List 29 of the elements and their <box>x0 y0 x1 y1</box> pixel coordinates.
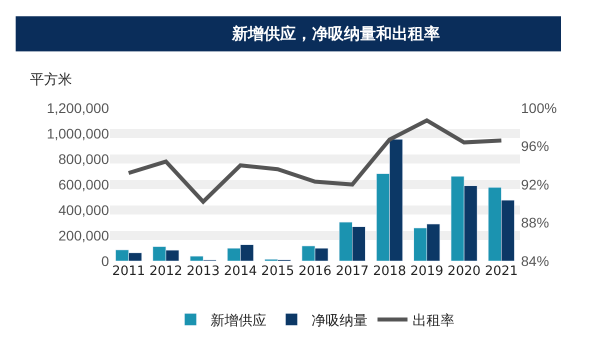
x-tick-label: 2020 <box>448 264 481 279</box>
chart-title: 新增供应，净吸纳量和出租率 <box>231 24 440 43</box>
x-tick-label: 2013 <box>186 264 220 279</box>
y-tick-label: 200,000 <box>58 227 110 244</box>
x-tick-label: 2015 <box>261 264 294 279</box>
x-tick-label: 2012 <box>149 264 182 279</box>
x-tick-label: 2016 <box>298 264 332 279</box>
y2-tick-label: 96% <box>521 138 550 154</box>
y-tick-label: 0 <box>101 252 110 269</box>
y-tick-label: 400,000 <box>58 202 110 218</box>
x-tick-label: 2011 <box>112 264 146 279</box>
y2-tick-label: 100% <box>521 100 557 116</box>
y2-tick-label: 88% <box>521 214 550 231</box>
legend-label: 出租率 <box>412 312 454 328</box>
legend-label: 新增供应 <box>210 312 266 328</box>
x-tick-label: 2014 <box>224 264 257 279</box>
y-axis-title: 平方米 <box>30 72 72 88</box>
y2-tick-label: 84% <box>521 252 550 269</box>
y-tick-label: 1,200,000 <box>46 100 110 116</box>
x-tick-label: 2021 <box>484 264 518 279</box>
y-tick-label: 1,000,000 <box>46 125 110 142</box>
y-tick-label: 800,000 <box>58 150 110 167</box>
x-tick-label: 2018 <box>373 264 406 279</box>
line-series <box>126 118 504 204</box>
x-tick-label: 2019 <box>410 264 444 279</box>
y2-tick-label: 92% <box>521 176 550 192</box>
y-tick-label: 600,000 <box>58 176 110 192</box>
legend-label: 净吸纳量 <box>312 312 368 328</box>
x-tick-label: 2017 <box>336 264 369 279</box>
